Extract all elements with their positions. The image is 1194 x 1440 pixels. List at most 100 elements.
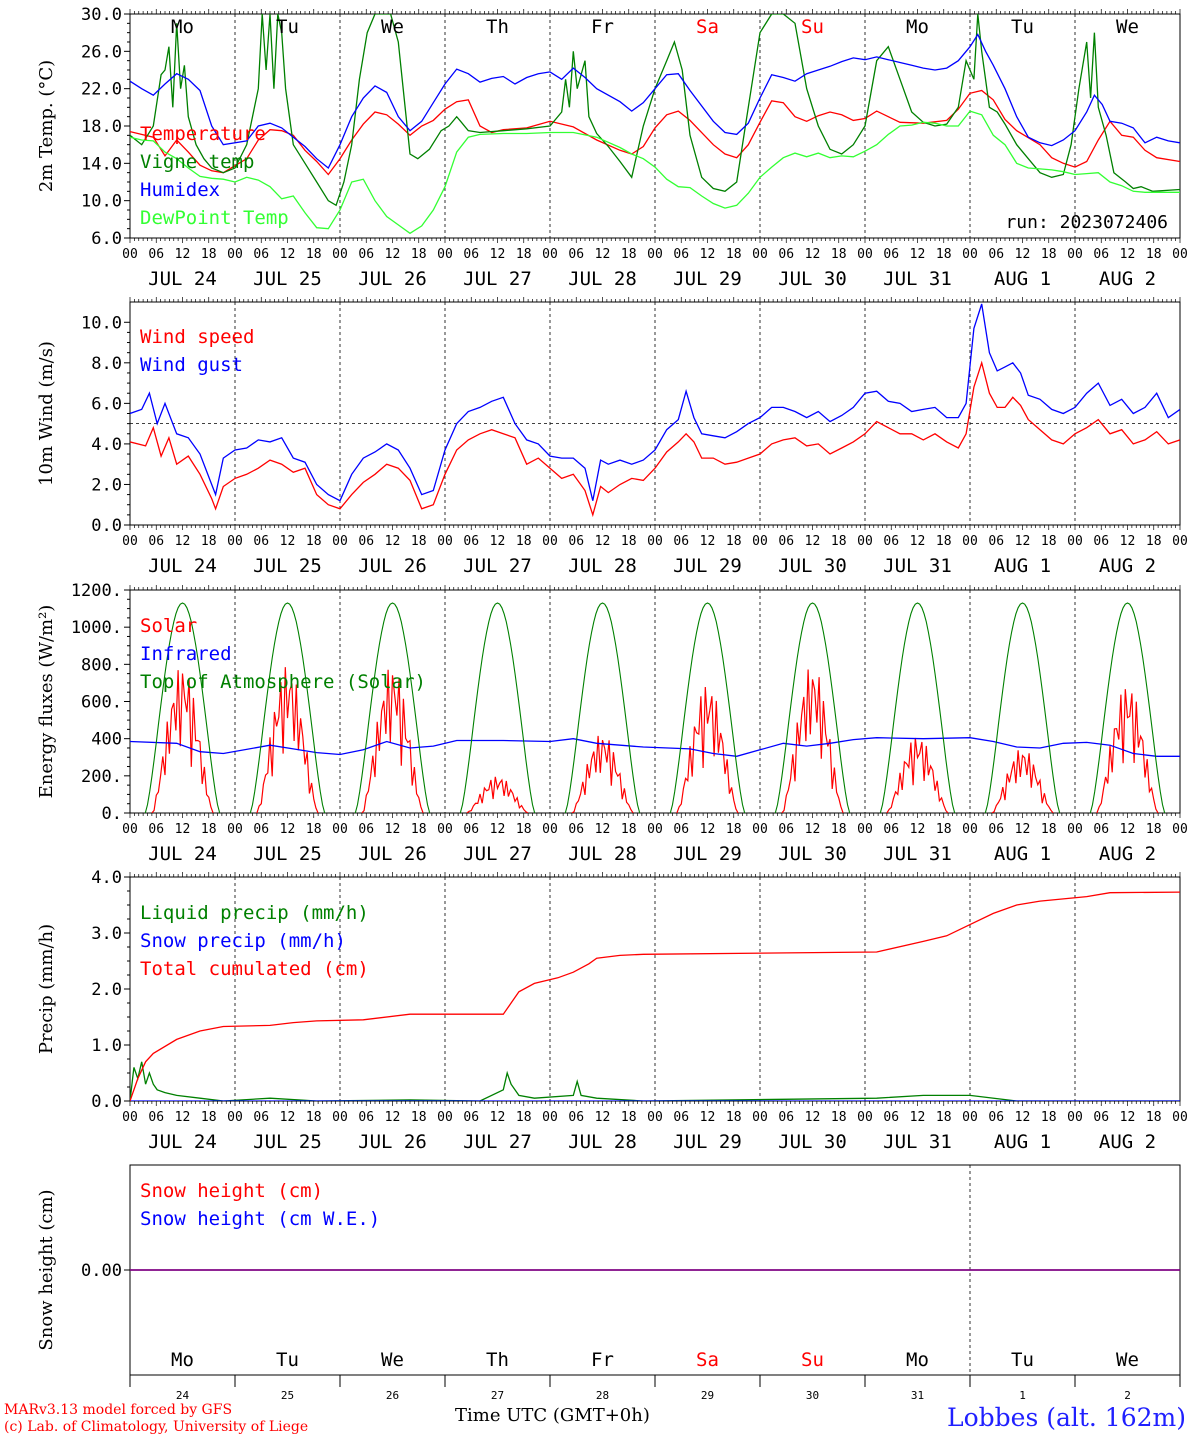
- legend-entry: Snow precip (mm/h): [140, 930, 346, 952]
- plot-area: [130, 303, 1180, 518]
- y-axis-label: 2m Temp. (°C): [36, 60, 57, 192]
- series-solar: [151, 670, 214, 813]
- legend-entry: Snow height (cm): [140, 1180, 323, 1202]
- hour-label: 12: [700, 1110, 716, 1125]
- hour-label: 00: [1172, 534, 1188, 549]
- hour-label: 12: [385, 247, 401, 262]
- hour-label: 06: [358, 1110, 374, 1125]
- x-axis-title: Time UTC (GMT+0h): [455, 1405, 650, 1426]
- hour-label: 00: [752, 247, 768, 262]
- hour-label: 06: [253, 247, 269, 262]
- y-tick-label: 0.0: [91, 516, 122, 536]
- hour-label: 00: [122, 822, 138, 837]
- hour-label: 00: [1172, 822, 1188, 837]
- hour-label: 18: [936, 822, 952, 837]
- date-label: AUG 2: [1099, 555, 1156, 577]
- hour-label: 06: [568, 1110, 584, 1125]
- hour-label: 12: [805, 1110, 821, 1125]
- location-label: Lobbes (alt. 162m): [946, 1403, 1186, 1432]
- legend-entry: Solar: [140, 615, 197, 637]
- hour-label: 12: [280, 534, 296, 549]
- hour-label: 00: [332, 247, 348, 262]
- legend-entry: Temperature: [140, 123, 266, 145]
- hour-label: 00: [962, 1110, 978, 1125]
- date-label: JUL 29: [673, 555, 742, 577]
- legend-entry: Humidex: [140, 179, 220, 201]
- series-humidex: [130, 33, 1180, 170]
- series-solar: [1096, 689, 1159, 813]
- legend-entry: Wind gust: [140, 354, 243, 376]
- hour-label: 00: [857, 822, 873, 837]
- hour-label: 12: [1120, 247, 1136, 262]
- hour-label: 06: [463, 1110, 479, 1125]
- hour-label: 00: [857, 534, 873, 549]
- hour-label: 00: [647, 247, 663, 262]
- hour-label: 12: [175, 534, 191, 549]
- panel-2: 10.0 8.0 6.0 4.0 2.0 0.0 10m Wind (m/s) 00 06 12 1…: [36, 297, 1188, 577]
- date-label: JUL 25: [253, 843, 322, 865]
- bottom-day-number: 28: [596, 1389, 609, 1402]
- date-label: JUL 24: [148, 555, 217, 577]
- date-label: JUL 28: [568, 843, 637, 865]
- date-label: JUL 24: [148, 268, 217, 290]
- series-top-of-atmosphere-solar: [774, 602, 851, 813]
- hour-label: 18: [516, 247, 532, 262]
- hour-label: 12: [700, 822, 716, 837]
- hour-label: 06: [778, 534, 794, 549]
- bottom-day-number: 29: [701, 1389, 714, 1402]
- hour-label: 00: [647, 822, 663, 837]
- date-label: AUG 1: [994, 268, 1051, 290]
- hour-label: 06: [253, 534, 269, 549]
- hour-label: 06: [988, 247, 1004, 262]
- y-tick-label: 3.0: [91, 924, 122, 944]
- bottom-day-number: 25: [281, 1389, 294, 1402]
- hour-label: 00: [437, 822, 453, 837]
- bottom-day-letter: Mo: [171, 1349, 194, 1371]
- hour-label: 18: [306, 1110, 322, 1125]
- y-tick-label: 1200.: [71, 581, 122, 601]
- hour-label: 06: [1093, 247, 1109, 262]
- y-tick-label: 10.0: [81, 192, 122, 212]
- date-label: JUL 26: [358, 555, 427, 577]
- hour-label: 06: [568, 822, 584, 837]
- hour-label: 06: [148, 822, 164, 837]
- hour-label: 12: [910, 534, 926, 549]
- hour-label: 12: [805, 247, 821, 262]
- hour-label: 06: [673, 534, 689, 549]
- series-wind-gust: [130, 303, 1180, 502]
- hour-label: 00: [1172, 1110, 1188, 1125]
- y-tick-label: 400: [91, 730, 122, 750]
- hour-label: 12: [385, 534, 401, 549]
- date-label: JUL 25: [253, 555, 322, 577]
- hour-label: 18: [306, 534, 322, 549]
- hour-label: 12: [175, 247, 191, 262]
- y-tick-label: 2.0: [91, 980, 122, 1000]
- series-solar: [571, 735, 634, 813]
- date-label: JUL 30: [778, 268, 847, 290]
- date-label: JUL 27: [463, 555, 532, 577]
- hour-label: 18: [201, 1110, 217, 1125]
- y-tick-label: 6.0: [91, 229, 122, 249]
- hour-label: 06: [148, 1110, 164, 1125]
- hour-label: 06: [883, 247, 899, 262]
- hour-label: 12: [1120, 822, 1136, 837]
- y-tick-label: 200.: [81, 767, 122, 787]
- date-label: AUG 2: [1099, 268, 1156, 290]
- hour-label: 12: [910, 247, 926, 262]
- hour-label: 06: [1093, 822, 1109, 837]
- hour-label: 06: [988, 1110, 1004, 1125]
- series-dewpoint-temp: [130, 110, 1180, 235]
- hour-label: 12: [490, 247, 506, 262]
- series-liquid-precip-mm-h: [130, 1061, 1180, 1101]
- hour-label: 18: [726, 822, 742, 837]
- series-solar: [256, 667, 319, 813]
- series-top-of-atmosphere-solar: [459, 602, 536, 813]
- y-axis-label: Energy fluxes (W/m²): [36, 605, 57, 799]
- hour-label: 06: [148, 534, 164, 549]
- date-label: JUL 27: [463, 268, 532, 290]
- hour-label: 12: [385, 822, 401, 837]
- hour-label: 18: [201, 822, 217, 837]
- day-letter: Mo: [171, 16, 194, 38]
- hour-label: 00: [647, 534, 663, 549]
- hour-label: 00: [752, 1110, 768, 1125]
